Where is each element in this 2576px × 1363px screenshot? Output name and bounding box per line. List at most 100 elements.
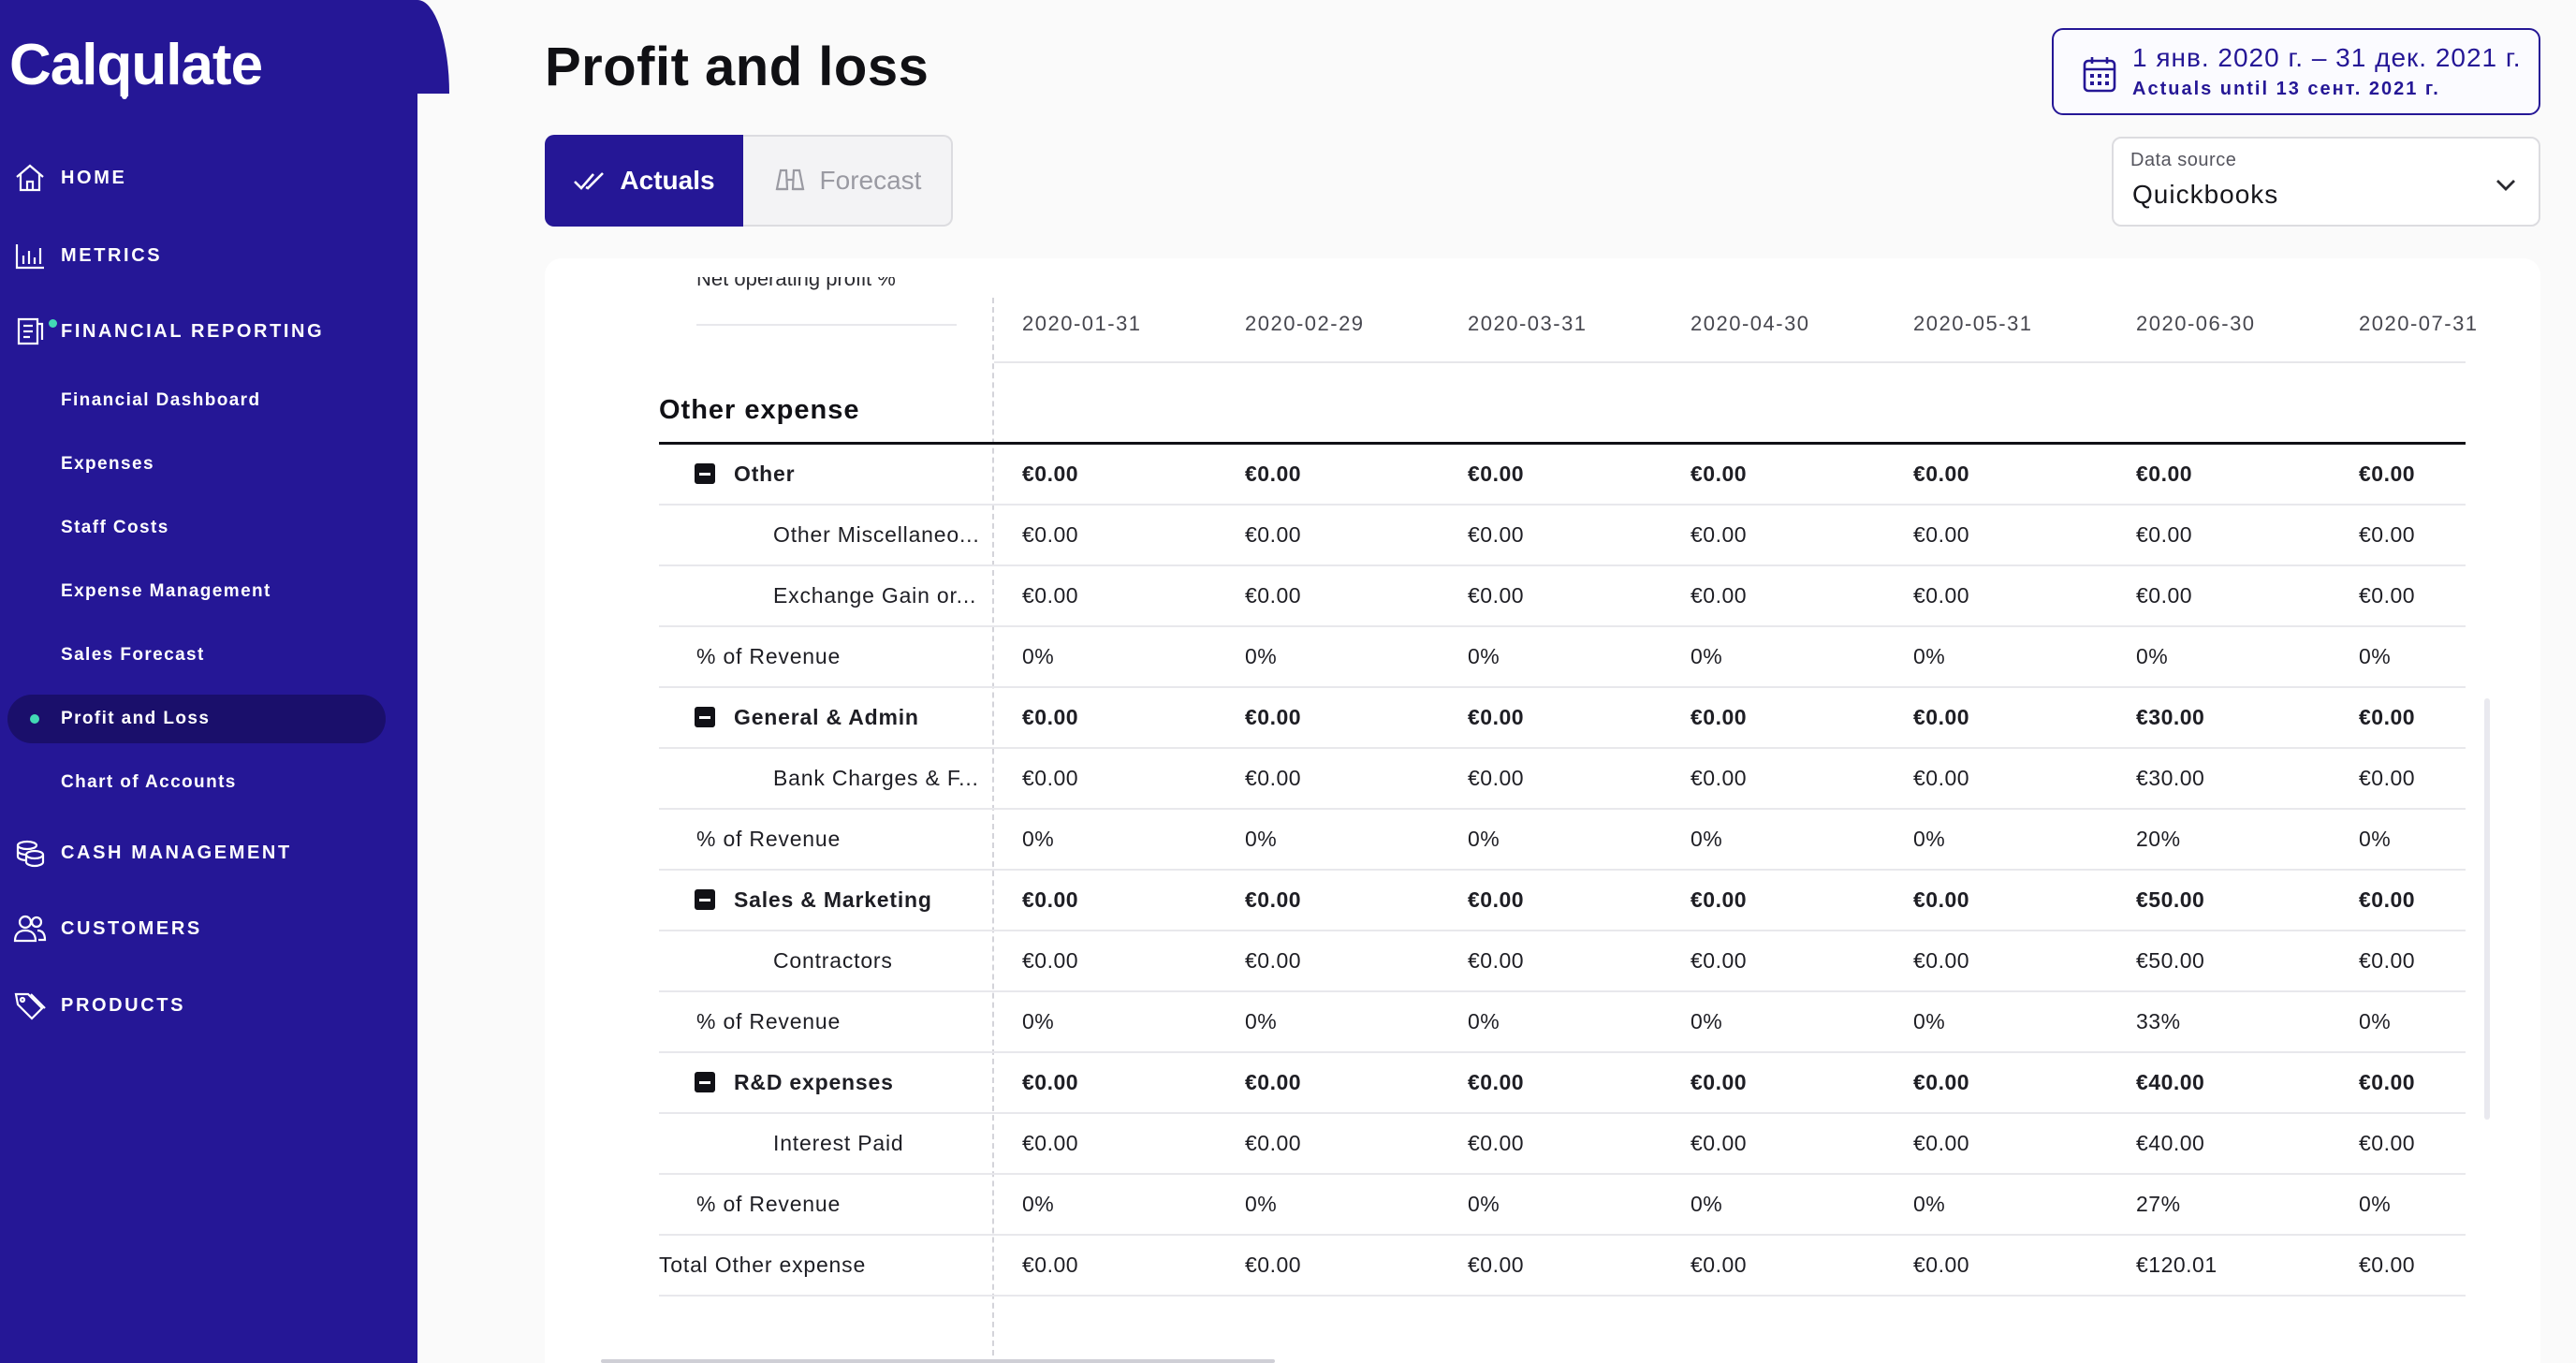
nav-item-financial-reporting[interactable]: FINANCIAL REPORTING [0,303,417,359]
actuals-tab-label: Actuals [620,166,715,195]
value-cell: 0% [1690,644,1723,668]
active-indicator-dot [30,714,39,724]
nav-item-products[interactable]: PRODUCTS [0,977,417,1033]
date-range-sub: Actuals until 13 сент. 2021 г. [2132,79,2440,99]
value-cell: €40.00 [2136,1131,2205,1155]
actuals-tab[interactable]: Actuals [545,135,743,227]
collapse-icon[interactable] [695,1072,715,1092]
value-cell: €0.00 [1690,948,1748,973]
date-column-header: 2020-05-31 [1913,312,2033,335]
sidebar-item-sales-forecast[interactable]: Sales Forecast [0,631,417,680]
value-cell: €120.01 [2136,1253,2217,1277]
value-cell: €0.00 [1468,766,1525,790]
row-label: Other Miscellaneo... [773,522,980,547]
date-range-picker[interactable]: 1 янв. 2020 г. – 31 дек. 2021 г. Actuals… [2052,28,2540,115]
date-range-main: 1 янв. 2020 г. – 31 дек. 2021 г. [2132,43,2522,72]
table-row: Other €0.00 €0.00 €0.00 €0.00 €0.00 €0.00 €0.00 [659,445,2466,506]
table-row: % of Revenue 0% 0% 0% 0% 0% 27% 0% [659,1175,2466,1236]
section-title: Other expense [659,395,860,425]
logo-dot [122,94,127,99]
sidebar-item-expense-management[interactable]: Expense Management [0,567,417,616]
value-cell: €0.00 [1690,1070,1748,1094]
value-cell: €0.00 [1913,766,1970,790]
collapse-icon[interactable] [695,463,715,484]
row-label: Bank Charges & F... [773,766,979,790]
value-cell: €0.00 [2136,583,2193,608]
horizontal-scrollbar[interactable] [601,1359,1275,1363]
value-cell: €0.00 [1913,887,1970,912]
clipped-row-label: Net operating profit % [696,277,896,290]
sidebar-item-profit-and-loss[interactable]: Profit and Loss [7,695,386,743]
sidebar-item-label: Staff Costs [61,518,169,537]
sidebar-item-label: Profit and Loss [61,709,211,728]
value-cell: €0.00 [1913,1131,1970,1155]
value-cell: €0.00 [1913,705,1970,729]
value-cell: 0% [1468,827,1500,851]
value-cell: €0.00 [1468,462,1525,486]
value-cell: €0.00 [1690,1131,1748,1155]
sidebar-item-label: Expense Management [61,581,271,601]
nav-item-metrics[interactable]: METRICS [0,227,417,284]
collapse-icon[interactable] [695,707,715,727]
date-column-header: 2020-07-31 [2359,312,2479,335]
data-source-select[interactable]: Data source Quickbooks [2112,137,2540,227]
date-column-header: 2020-02-29 [1245,312,1365,335]
value-cell: €0.00 [2359,948,2416,973]
sidebar-item-label: Expenses [61,454,154,474]
value-cell: €0.00 [1245,1131,1302,1155]
forecast-tab-label: Forecast [819,166,922,195]
nav-item-home[interactable]: HOME [0,150,417,206]
vertical-scrollbar[interactable] [2484,698,2490,1120]
data-source-value: Quickbooks [2132,180,2279,209]
value-cell: 0% [1022,1192,1055,1216]
nav-item-customers[interactable]: CUSTOMERS [0,901,417,957]
calendar-icon [2083,57,2116,93]
value-cell: €30.00 [2136,705,2205,729]
value-cell: €0.00 [2359,1070,2416,1094]
value-cell: 0% [1913,644,1946,668]
sidebar-item-expenses[interactable]: Expenses [0,440,417,489]
value-cell: 0% [2359,644,2392,668]
notification-dot [49,319,57,328]
binoculars-icon [775,169,804,191]
sidebar-item-financial-dashboard[interactable]: Financial Dashboard [0,376,417,425]
value-cell: €0.00 [1245,522,1302,547]
value-cell: €40.00 [2136,1070,2205,1094]
value-cell: €0.00 [1468,583,1525,608]
value-cell: 0% [1468,1009,1500,1033]
value-cell: €0.00 [1245,948,1302,973]
sidebar-curve [417,0,449,94]
row-label: Contractors [773,948,893,973]
table-row: Bank Charges & F... €0.00 €0.00 €0.00 €0.00 €… [659,749,2466,810]
sidebar-item-chart-of-accounts[interactable]: Chart of Accounts [0,758,417,807]
value-cell: 0% [1022,644,1055,668]
forecast-tab[interactable]: Forecast [743,135,953,227]
row-label: % of Revenue [696,827,842,851]
sidebar-item-label: Financial Dashboard [61,390,261,410]
row-label: % of Revenue [696,1009,842,1033]
value-cell: 0% [2359,1009,2392,1033]
value-cell: 0% [1245,827,1278,851]
value-cell: 27% [2136,1192,2181,1216]
value-cell: €0.00 [2136,462,2193,486]
table-row: Interest Paid €0.00 €0.00 €0.00 €0.00 €0.00 €4… [659,1114,2466,1175]
collapse-icon[interactable] [695,889,715,910]
value-cell: €0.00 [2359,1253,2416,1277]
section-divider [659,442,2466,445]
sidebar-item-label: Chart of Accounts [61,772,237,792]
nav-item-cash-management[interactable]: CASH MANAGEMENT [0,825,417,881]
nav-label-customers: CUSTOMERS [61,917,202,939]
value-cell: 0% [2359,827,2392,851]
value-cell: 0% [1468,644,1500,668]
value-cell: 0% [2359,1192,2392,1216]
sidebar-item-label: Sales Forecast [61,645,205,665]
app-logo[interactable]: Calqulate [9,33,263,97]
value-cell: €0.00 [1468,1131,1525,1155]
value-cell: €0.00 [1022,462,1079,486]
value-cell: €0.00 [1913,1253,1970,1277]
sidebar-item-staff-costs[interactable]: Staff Costs [0,504,417,552]
nav-label-home: HOME [61,167,127,188]
data-source-label: Data source [2130,150,2237,170]
coins-icon [13,836,47,870]
